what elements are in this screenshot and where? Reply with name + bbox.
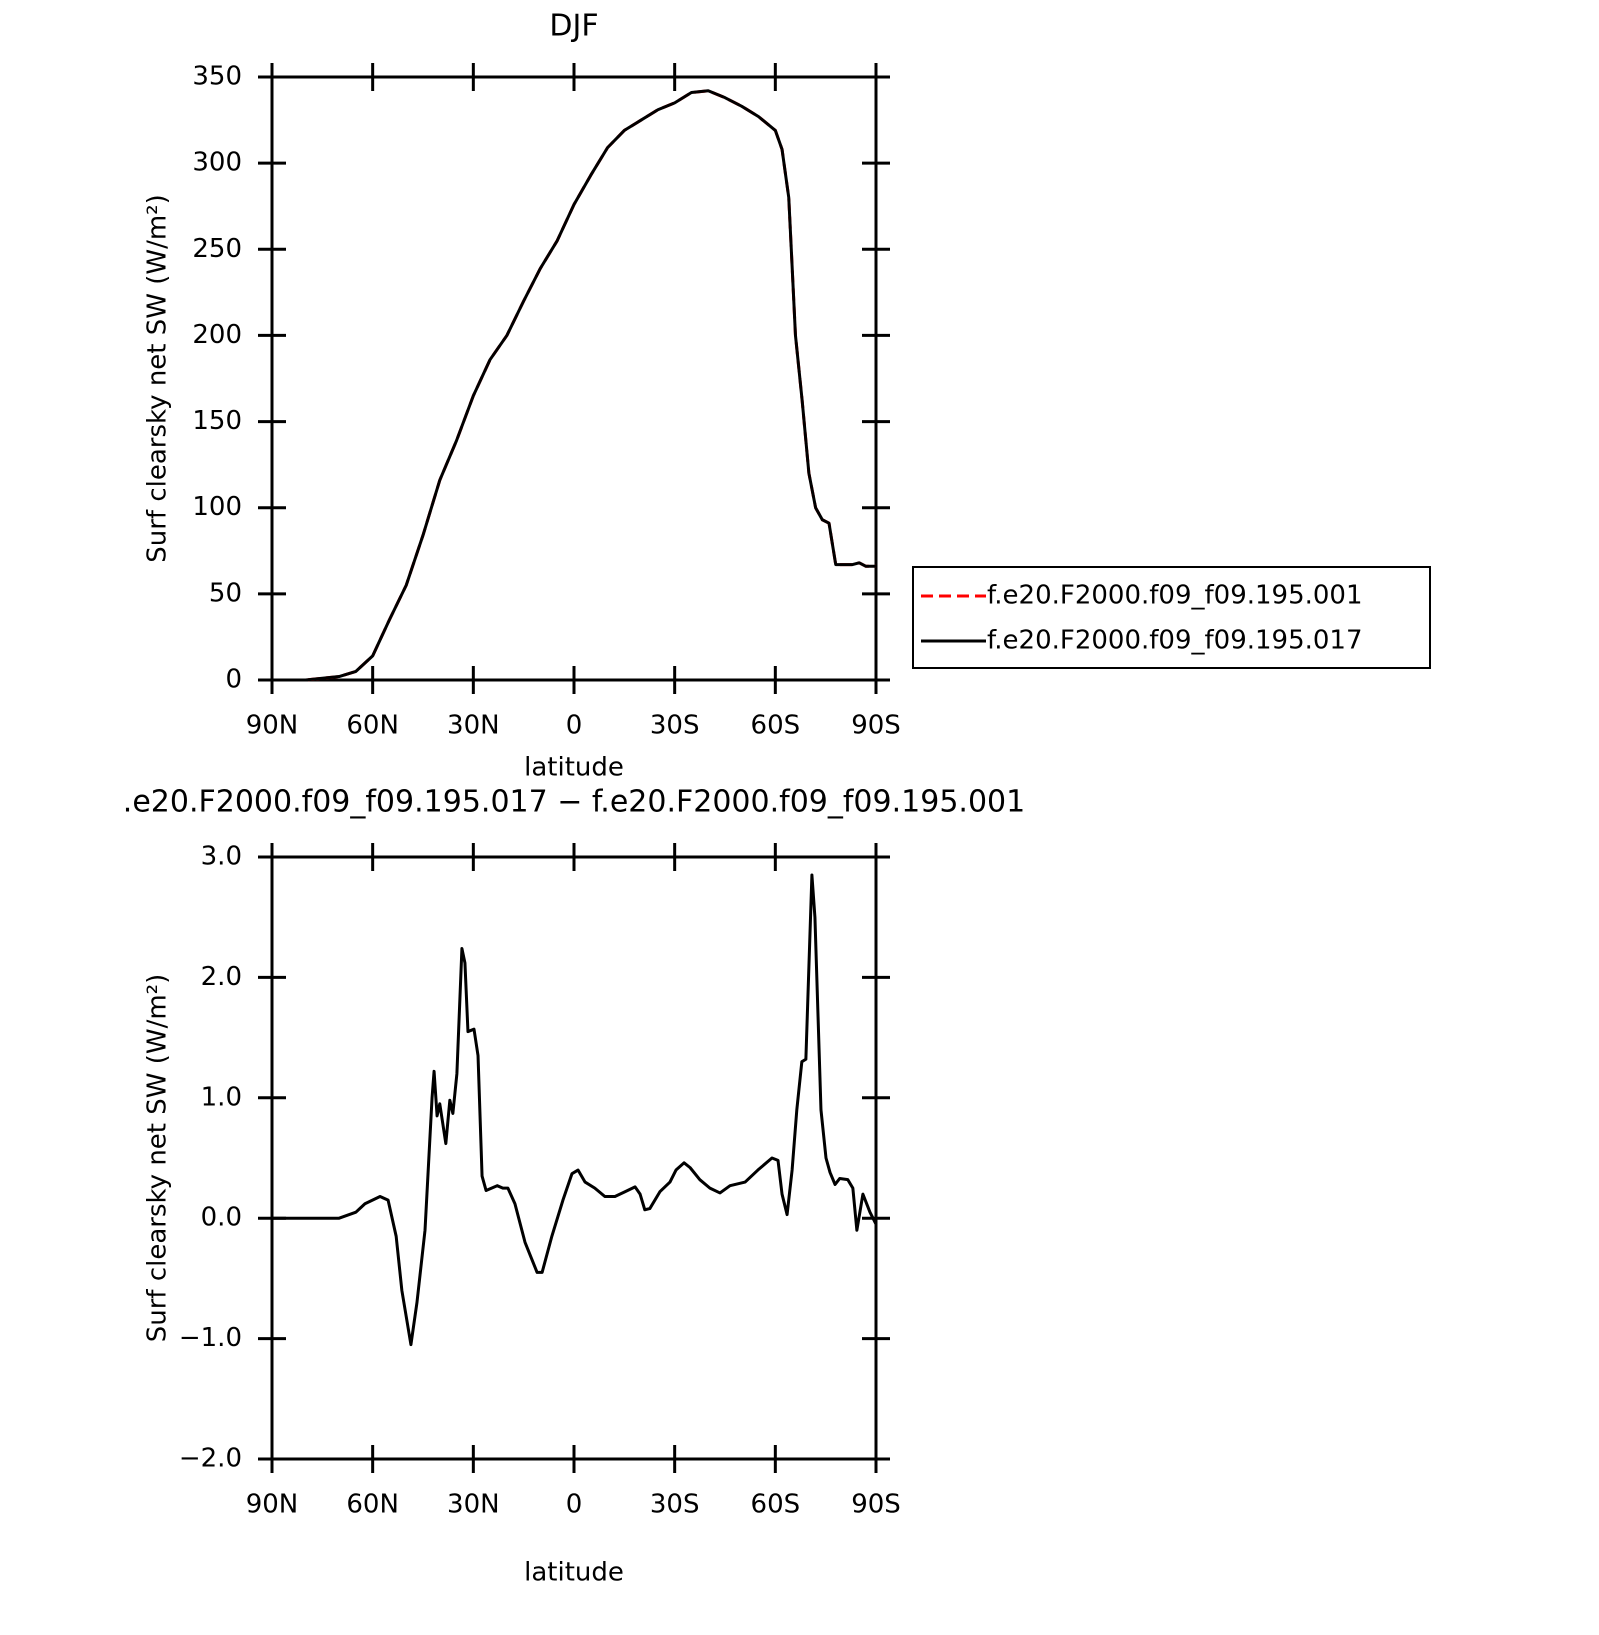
x-tick-label: 30N bbox=[447, 711, 500, 741]
data-line bbox=[272, 89, 876, 682]
y-tick-label: 3.0 bbox=[201, 842, 242, 872]
y-tick-label: 0.0 bbox=[201, 1203, 242, 1233]
y-tick-label: 1.0 bbox=[201, 1082, 242, 1112]
x-tick-label: 60N bbox=[346, 711, 399, 741]
y-tick-label: 2.0 bbox=[201, 962, 242, 992]
x-tick-label: 30N bbox=[447, 1490, 500, 1520]
y-tick-label: 150 bbox=[192, 406, 242, 436]
x-tick-label: 90S bbox=[851, 711, 901, 741]
data-line bbox=[272, 873, 878, 1347]
x-axis-label: latitude bbox=[524, 753, 624, 783]
y-tick-label: 200 bbox=[192, 320, 242, 350]
x-tick-label: 30S bbox=[650, 711, 700, 741]
x-tick-label: 60S bbox=[751, 1490, 801, 1520]
x-tick-label: 0 bbox=[566, 1490, 583, 1520]
x-axis-label: latitude bbox=[524, 1558, 624, 1588]
y-axis-label: Surf clearsky net SW (W/m²) bbox=[143, 974, 173, 1342]
chart-title: DJF bbox=[549, 9, 598, 44]
y-tick-label: 0 bbox=[225, 665, 242, 695]
y-tick-label: 350 bbox=[192, 62, 242, 92]
y-tick-label: 100 bbox=[192, 492, 242, 522]
x-tick-label: 90N bbox=[246, 1490, 299, 1520]
x-tick-label: 60N bbox=[346, 1490, 399, 1520]
x-tick-label: 0 bbox=[566, 711, 583, 741]
legend-label: f.e20.F2000.f09_f09.195.001 bbox=[987, 581, 1363, 611]
y-tick-label: 250 bbox=[192, 234, 242, 264]
plot-frame bbox=[270, 75, 878, 682]
x-tick-label: 90N bbox=[246, 711, 299, 741]
chart-title: .e20.F2000.f09_f09.195.017 − f.e20.F2000… bbox=[123, 785, 1025, 820]
x-tick-label: 60S bbox=[751, 711, 801, 741]
y-tick-label: −1.0 bbox=[179, 1323, 242, 1353]
legend-box bbox=[912, 566, 1431, 669]
x-tick-label: 30S bbox=[650, 1490, 700, 1520]
y-tick-label: 50 bbox=[209, 578, 242, 608]
y-tick-label: 300 bbox=[192, 148, 242, 178]
plot-frame bbox=[270, 855, 878, 1461]
y-tick-label: −2.0 bbox=[179, 1444, 242, 1474]
y-axis-label: Surf clearsky net SW (W/m²) bbox=[143, 194, 173, 562]
legend-label: f.e20.F2000.f09_f09.195.017 bbox=[987, 626, 1363, 656]
x-tick-label: 90S bbox=[851, 1490, 901, 1520]
